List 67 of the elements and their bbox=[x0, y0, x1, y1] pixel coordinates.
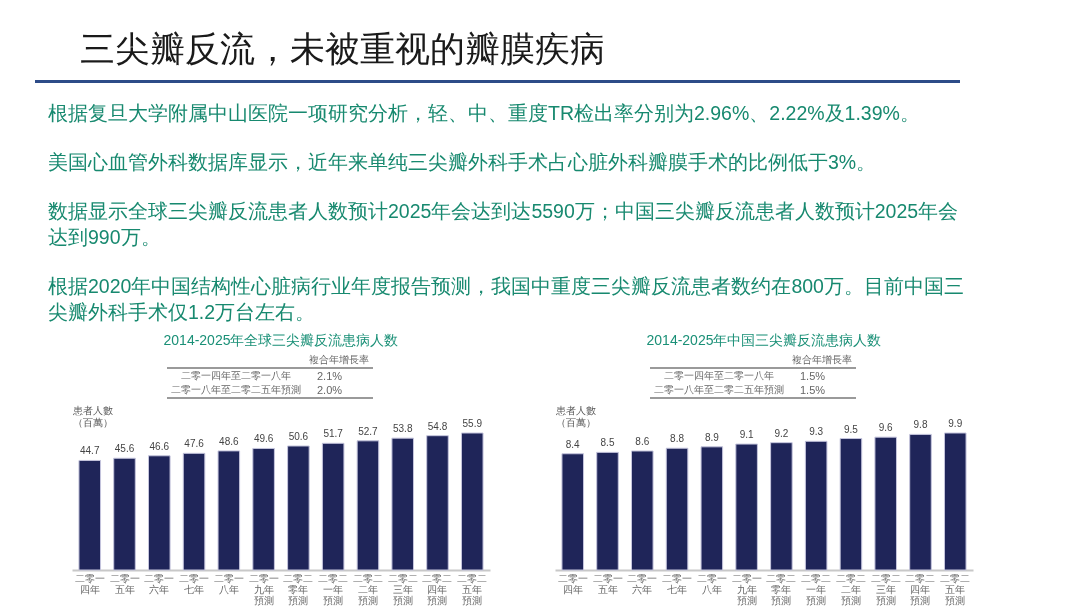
text: 二零一八年至二零二五年預測 bbox=[167, 383, 305, 398]
text: 二零一八年至二零二五年預測 bbox=[650, 383, 788, 398]
text: 1.5% bbox=[788, 383, 856, 398]
x-tick-label: 二零一六年 bbox=[144, 572, 175, 595]
data-label: 48.6 bbox=[219, 435, 239, 447]
x-tick-label: 二零一七年 bbox=[179, 572, 210, 595]
data-label: 47.6 bbox=[184, 438, 205, 450]
x-tick-label: 二零二三年預測 bbox=[387, 572, 418, 606]
chart-title: 2014-2025年全球三尖瓣反流患病人数 bbox=[163, 332, 399, 348]
x-tick-label: 二零二四年預測 bbox=[422, 572, 453, 606]
x-tick-label: 二零一九年預測 bbox=[731, 572, 762, 606]
x-tick-label: 二零一八年 bbox=[213, 572, 244, 595]
chart-title: 2014-2025年中国三尖瓣反流患病人数 bbox=[646, 332, 882, 348]
x-tick-label: 二零二零年預測 bbox=[283, 572, 314, 606]
x-tick-label: 二零一七年 bbox=[662, 572, 693, 595]
text: 二零一四年至二零一八年 bbox=[167, 368, 305, 383]
data-label: 50.6 bbox=[288, 430, 309, 442]
text: 三尖瓣反流，未被重视的瓣膜疾病 bbox=[80, 28, 605, 70]
data-label: 8.8 bbox=[670, 433, 685, 445]
data-label: 9.6 bbox=[878, 422, 894, 434]
x-tick-label: 二零二二年預測 bbox=[835, 572, 866, 606]
x-tick-label: 二零一四年 bbox=[557, 572, 588, 595]
data-label: 8.6 bbox=[635, 435, 650, 447]
x-tick-label: 二零二五年預測 bbox=[457, 572, 488, 606]
text: 2.1% bbox=[305, 368, 373, 383]
data-label: 51.7 bbox=[323, 428, 344, 440]
data-label: 8.9 bbox=[704, 431, 720, 443]
text: 2.0% bbox=[305, 383, 373, 398]
data-label: 55.9 bbox=[462, 418, 483, 429]
x-tick-label: 二零二一年預測 bbox=[318, 572, 349, 606]
x-tick-label: 二零二三年預測 bbox=[870, 572, 901, 606]
data-label: 53.8 bbox=[392, 423, 413, 435]
x-tick-label: 二零一四年 bbox=[74, 572, 105, 595]
data-label: 9.5 bbox=[843, 423, 859, 435]
x-tick-label: 二零二四年預測 bbox=[905, 572, 936, 606]
data-label: 44.7 bbox=[80, 445, 100, 457]
data-label: 8.4 bbox=[565, 438, 581, 450]
x-tick-label: 二零二二年預測 bbox=[352, 572, 383, 606]
x-tick-label: 二零二五年預測 bbox=[940, 572, 971, 606]
data-label: 49.6 bbox=[253, 433, 274, 445]
text: 複合年增長率 bbox=[308, 353, 370, 367]
text: 根据复旦大学附属中山医院一项研究分析，轻、中、重度TR检出率分别为2.96%、2.22%及1.39%。 bbox=[48, 101, 921, 126]
data-label: 9.8 bbox=[913, 419, 928, 431]
x-tick-label: 二零一五年 bbox=[109, 572, 140, 595]
data-label: 9.3 bbox=[809, 426, 824, 438]
x-tick-label: 二零二零年預測 bbox=[766, 572, 797, 606]
data-label: 9.1 bbox=[739, 429, 754, 441]
y-axis-title: 患者人數（百萬） bbox=[554, 404, 596, 428]
text: 複合年增長率 bbox=[791, 353, 853, 367]
text: 二零一四年至二零一八年 bbox=[650, 368, 788, 383]
text: 数据显示全球三尖瓣反流患者人数预计2025年会达到达5590万；中国三尖瓣反流患者人数预计2025年会达到990万。 bbox=[48, 199, 960, 250]
data-label: 9.2 bbox=[774, 427, 789, 439]
x-tick-label: 二零一六年 bbox=[627, 572, 658, 595]
y-axis-title: 患者人數（百萬） bbox=[71, 404, 113, 428]
x-tick-label: 二零一五年 bbox=[592, 572, 623, 595]
data-label: 46.6 bbox=[149, 440, 170, 452]
data-label: 9.9 bbox=[948, 418, 963, 429]
data-label: 8.5 bbox=[600, 437, 615, 449]
text: 1.5% bbox=[788, 368, 856, 383]
x-tick-label: 二零一八年 bbox=[696, 572, 727, 595]
text: 根据2020年中国结构性心脏病行业年度报告预测，我国中重度三尖瓣反流患者数约在800万。目前中国三尖瓣外科手术仅1.2万台左右。 bbox=[48, 274, 965, 325]
data-label: 52.7 bbox=[358, 425, 379, 437]
text: 美国心血管外科数据库显示，近年来单纯三尖瓣外科手术占心脏外科瓣膜手术的比例低于3%。 bbox=[48, 150, 878, 175]
x-tick-label: 二零二一年預測 bbox=[801, 572, 832, 606]
data-label: 45.6 bbox=[114, 443, 135, 455]
data-label: 54.8 bbox=[427, 420, 448, 432]
x-tick-label: 二零一九年預測 bbox=[248, 572, 279, 606]
